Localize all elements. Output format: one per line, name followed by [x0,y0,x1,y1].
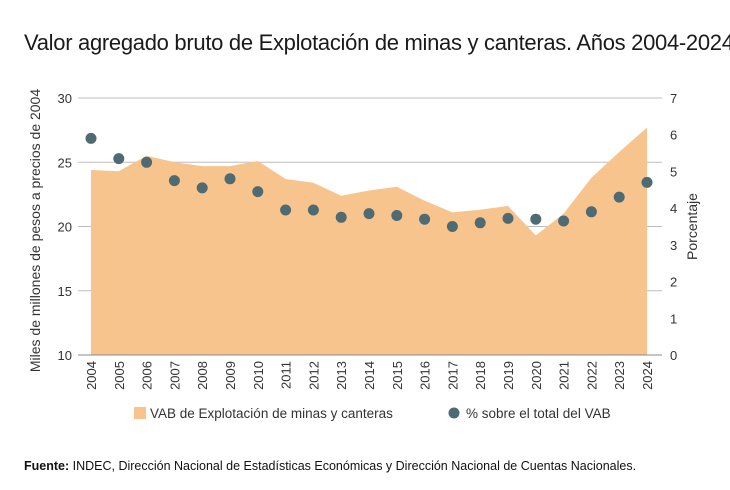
y-right-tick-label: 7 [670,91,677,106]
y-right-tick-label: 4 [670,201,677,216]
chart: 10 15 20 25 30 0 1 2 3 4 5 6 7 2004 2005 2006 2007 2008 20… [27,89,700,421]
y-tick-label: 10 [58,348,72,363]
pct-point [363,208,375,220]
x-tick-label: 2020 [529,361,544,390]
pct-point [141,156,153,168]
x-tick-label: 2004 [84,361,99,390]
source-label: Fuente: [24,459,70,473]
legend-label-area: VAB de Explotación de minas y canteras [150,406,393,421]
x-tick-label: 2019 [501,361,516,390]
pct-point [168,175,180,187]
pct-point [252,186,264,198]
y-right-tick-label: 5 [670,164,677,179]
y-tick-label: 15 [58,284,72,299]
pct-point [419,213,431,225]
x-tick-label: 2023 [612,361,627,390]
pct-point [641,176,653,188]
area-series [91,127,647,355]
x-tick-label: 2010 [251,361,266,390]
x-tick-label: 2022 [584,361,599,390]
pct-point [196,182,208,194]
x-tick-label: 2014 [362,361,377,390]
pct-point [224,173,236,185]
x-tick-label: 2024 [640,361,655,390]
chart-title: Valor agregado bruto de Explotación de m… [24,30,730,55]
pct-point [585,206,597,218]
pct-point [474,217,486,229]
pct-point [280,204,292,216]
y-right-tick-label: 6 [670,128,677,143]
x-tick-label: 2016 [418,361,433,390]
x-tick-label: 2007 [167,361,182,390]
x-tick-label: 2005 [112,361,127,390]
x-tick-label: 2017 [445,361,460,390]
x-tick-label: 2011 [279,361,294,389]
y-right-tick-label: 1 [670,311,677,326]
x-tick-label: 2008 [195,361,210,390]
pct-point [530,213,542,225]
source-text: INDEC, Dirección Nacional de Estadística… [69,459,637,473]
y-tick-label: 20 [58,220,72,235]
y-right-tick-label: 3 [670,238,677,253]
x-tick-label: 2006 [140,361,155,390]
pct-point [391,210,403,221]
scatter-series [85,132,653,232]
source-note: Fuente: INDEC, Dirección Nacional de Est… [24,459,636,473]
pct-point [113,153,125,165]
pct-point [446,221,458,232]
legend-swatch-point [448,407,460,419]
y-axis-title: Miles de millones de pesos a precios de … [27,89,43,372]
x-tick-label: 2015 [390,361,405,390]
vab-area [91,127,647,355]
pct-point [335,211,347,223]
pct-point [613,191,625,203]
x-tick-label: 2012 [306,361,321,390]
y-right-tick-label: 0 [670,348,677,363]
x-tick-label: 2013 [334,361,349,390]
x-tick-label: 2018 [473,361,488,390]
pct-point [558,215,570,227]
pct-point [85,132,97,144]
legend-swatch-area [134,407,146,419]
y-right-tick-label: 2 [670,275,677,290]
y-tick-label: 25 [58,155,72,170]
axes: 10 15 20 25 30 0 1 2 3 4 5 6 7 2004 2005 2006 2007 2008 20… [27,89,700,390]
y-tick-label: 30 [58,91,72,106]
x-tick-label: 2021 [557,361,572,390]
legend: VAB de Explotación de minas y canteras % … [134,406,611,421]
pct-point [502,212,514,224]
pct-point [307,204,319,216]
x-tick-label: 2009 [223,361,238,390]
legend-label-point: % sobre el total del VAB [466,406,611,421]
y-right-axis-title: Porcentaje [684,193,700,260]
